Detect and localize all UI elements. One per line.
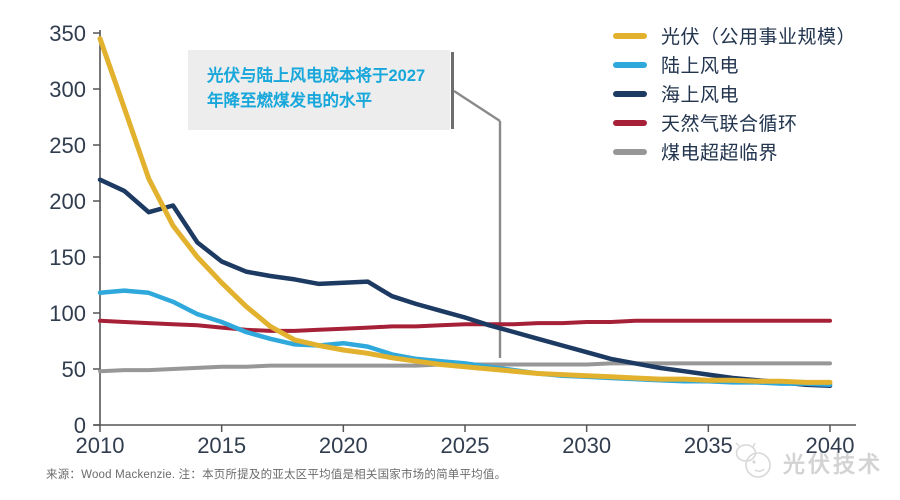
- svg-text:150: 150: [49, 245, 86, 270]
- svg-text:300: 300: [49, 77, 86, 102]
- chart-legend: 光伏（公用事业规模） 陆上风电 海上风电 天然气联合循环 煤电超超临界: [613, 21, 856, 166]
- legend-label-gas-combined-cycle: 天然气联合循环: [661, 114, 798, 135]
- svg-text:2030: 2030: [562, 433, 611, 458]
- svg-text:100: 100: [49, 301, 86, 326]
- svg-text:0: 0: [74, 413, 86, 438]
- svg-text:200: 200: [49, 189, 86, 214]
- legend-label-offshore-wind: 海上风电: [661, 85, 740, 106]
- legend-item-coal-ultra-supercritical: 煤电超超临界: [613, 137, 856, 166]
- watermark-text: 光伏技术: [783, 452, 884, 477]
- legend-item-gas-combined-cycle: 天然气联合循环: [613, 108, 856, 137]
- legend-item-onshore-wind: 陆上风电: [613, 50, 856, 79]
- watermark: 光伏技术: [733, 440, 883, 486]
- svg-text:2015: 2015: [197, 433, 246, 458]
- legend-label-coal-ultra-supercritical: 煤电超超临界: [661, 143, 779, 164]
- annotation-line1: 光伏与陆上风电成本将于2027: [207, 67, 426, 85]
- svg-text:2035: 2035: [684, 433, 733, 458]
- svg-text:2020: 2020: [319, 433, 368, 458]
- legend-swatch-offshore-wind: [613, 90, 647, 97]
- watermark-logo-icon: [735, 442, 771, 478]
- legend-label-onshore-wind: 陆上风电: [661, 56, 740, 77]
- source-note: 来源：Wood Mackenzie. 注：本页所提及的亚太区平均值是相关国家市场…: [46, 469, 507, 481]
- svg-text:2040: 2040: [806, 433, 855, 458]
- svg-text:350: 350: [49, 21, 86, 46]
- legend-swatch-onshore-wind: [613, 61, 647, 68]
- annotation-callout: 光伏与陆上风电成本将于2027 年降至燃煤发电的水平: [188, 50, 450, 130]
- legend-label-pv: 光伏（公用事业规模）: [661, 27, 857, 48]
- legend-swatch-pv: [613, 32, 647, 39]
- svg-text:2025: 2025: [441, 433, 490, 458]
- svg-text:250: 250: [49, 133, 86, 158]
- legend-item-pv: 光伏（公用事业规模）: [613, 21, 856, 50]
- svg-text:2010: 2010: [76, 433, 125, 458]
- legend-swatch-coal-ultra-supercritical: [613, 148, 647, 155]
- svg-text:50: 50: [62, 357, 86, 382]
- annotation-line2: 年降至燃煤发电的水平: [207, 91, 372, 110]
- legend-item-offshore-wind: 海上风电: [613, 79, 856, 108]
- legend-swatch-gas-combined-cycle: [613, 119, 647, 126]
